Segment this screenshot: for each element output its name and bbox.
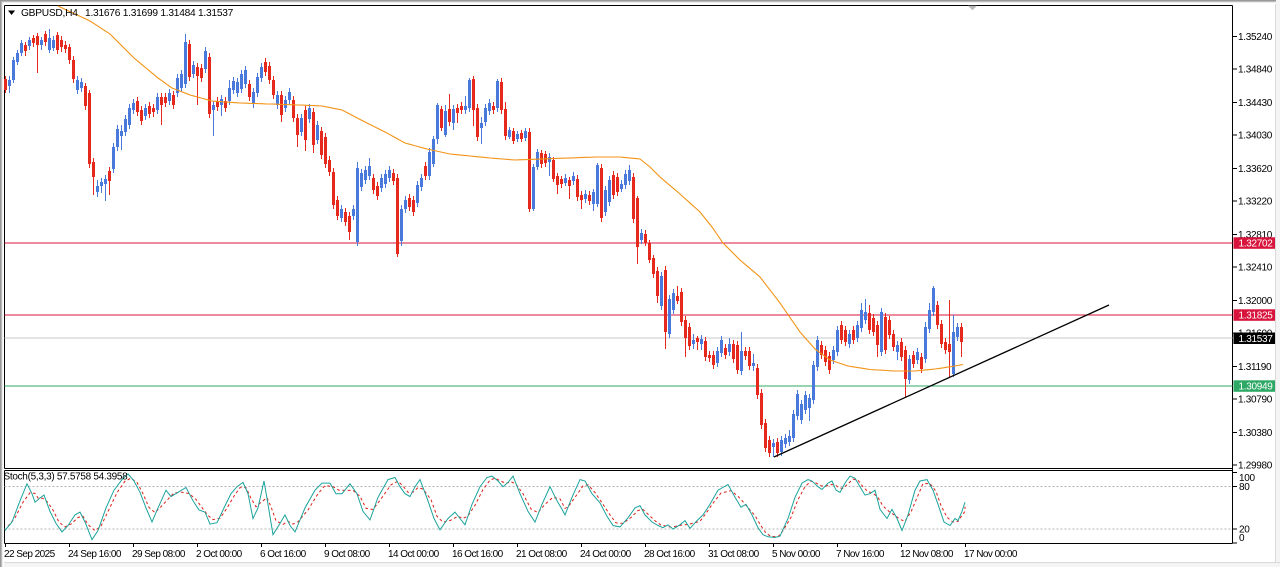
svg-text:20: 20: [1239, 525, 1250, 536]
svg-text:0: 0: [1239, 533, 1245, 544]
svg-text:28 Oct 16:00: 28 Oct 16:00: [644, 549, 696, 560]
svg-text:29 Sep 08:00: 29 Sep 08:00: [132, 549, 186, 560]
svg-text:1.34430: 1.34430: [1238, 98, 1273, 109]
svg-text:2 Oct 00:00: 2 Oct 00:00: [196, 549, 243, 560]
svg-text:7 Nov 16:00: 7 Nov 16:00: [836, 549, 885, 560]
svg-text:1.35240: 1.35240: [1238, 32, 1273, 43]
svg-text:1.33620: 1.33620: [1238, 164, 1273, 175]
svg-text:1.30380: 1.30380: [1238, 428, 1273, 439]
svg-text:1.29980: 1.29980: [1238, 461, 1273, 472]
svg-text:22 Sep 2025: 22 Sep 2025: [4, 549, 56, 560]
svg-text:21 Oct 08:00: 21 Oct 08:00: [516, 549, 568, 560]
svg-text:1.32810: 1.32810: [1238, 230, 1273, 241]
svg-text:1.32000: 1.32000: [1238, 296, 1273, 307]
svg-text:80: 80: [1239, 482, 1250, 493]
svg-text:24 Oct 00:00: 24 Oct 00:00: [580, 549, 632, 560]
svg-text:12 Nov 08:00: 12 Nov 08:00: [900, 549, 954, 560]
svg-text:1.33220: 1.33220: [1238, 197, 1273, 208]
svg-text:1.31537: 1.31537: [1239, 334, 1274, 345]
svg-text:6 Oct 16:00: 6 Oct 16:00: [260, 549, 307, 560]
svg-text:1.32410: 1.32410: [1238, 263, 1273, 274]
svg-text:Stoch(5,3,3) 57.5758 54.3958: Stoch(5,3,3) 57.5758 54.3958: [4, 472, 129, 483]
svg-text:16 Oct 16:00: 16 Oct 16:00: [452, 549, 504, 560]
svg-text:14 Oct 00:00: 14 Oct 00:00: [388, 549, 440, 560]
svg-text:17 Nov 00:00: 17 Nov 00:00: [964, 549, 1018, 560]
svg-text:GBPUSD,H4 1.31676 1.31699 1.3: GBPUSD,H4 1.31676 1.31699 1.31484 1.3153…: [21, 8, 234, 19]
svg-text:1.30790: 1.30790: [1238, 395, 1273, 406]
svg-text:1.34840: 1.34840: [1238, 65, 1273, 76]
svg-text:5 Nov 00:00: 5 Nov 00:00: [772, 549, 821, 560]
svg-text:100: 100: [1239, 473, 1256, 484]
svg-text:1.31825: 1.31825: [1239, 311, 1274, 322]
svg-text:1.32702: 1.32702: [1239, 239, 1274, 250]
svg-text:1.30949: 1.30949: [1239, 382, 1274, 393]
svg-text:31 Oct 08:00: 31 Oct 08:00: [708, 549, 760, 560]
svg-text:9 Oct 08:00: 9 Oct 08:00: [324, 549, 371, 560]
svg-text:1.31190: 1.31190: [1238, 362, 1272, 373]
svg-text:24 Sep 16:00: 24 Sep 16:00: [68, 549, 122, 560]
svg-text:1.34030: 1.34030: [1238, 131, 1273, 142]
